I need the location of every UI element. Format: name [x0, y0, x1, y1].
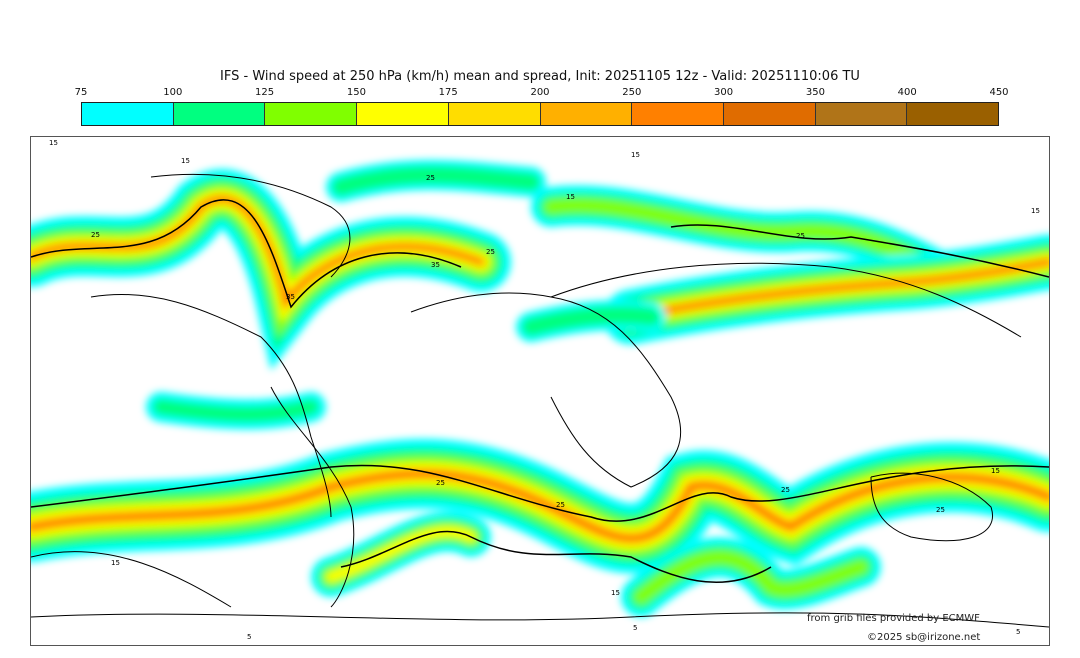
contour-label: 15 — [566, 193, 575, 201]
chart-title: IFS - Wind speed at 250 hPa (km/h) mean … — [220, 69, 860, 84]
colorbar-tick: 125 — [255, 87, 275, 98]
contour-labels: 15 15 15 25 15 25 25 35 35 25 15 15 25 25 25 25 15 15 5 5 5 — [49, 139, 1040, 641]
wind-speed-map: 15 15 15 25 15 25 25 35 35 25 15 15 25 25 25 25 15 15 5 5 5 … — [30, 136, 1050, 646]
colorbar-tick: 100 — [163, 87, 183, 98]
contour-label: 25 — [426, 174, 435, 182]
jet-band — [153, 399, 319, 423]
jet-band — [332, 166, 540, 196]
colorbar-tick: 150 — [346, 87, 366, 98]
jet-band — [522, 306, 660, 336]
contour-label: 15 — [111, 559, 120, 567]
colorbar-tick: 450 — [989, 87, 1009, 98]
contour-label: 25 — [796, 232, 805, 240]
colorbar-tick: 350 — [805, 87, 825, 98]
jet-band — [627, 258, 1049, 321]
data-source-credit: from grib files provided by ECMWF — [807, 613, 980, 624]
contour-label: 25 — [936, 506, 945, 514]
contour-label: 5 — [633, 624, 637, 632]
colorbar-tick: 200 — [530, 87, 550, 98]
colorbar-tick: 400 — [897, 87, 917, 98]
mean-isotachs — [31, 199, 1049, 584]
contour-label: 25 — [91, 231, 100, 239]
contour-label: 15 — [991, 467, 1000, 475]
colorbar-tick: 175 — [438, 87, 458, 98]
colorbar-swatch — [815, 103, 908, 125]
colorbar-tick-labels: 75 100 125 150 175 200 250 300 350 400 4… — [75, 87, 1009, 99]
colorbar-swatch — [448, 103, 541, 125]
contour-label: 15 — [611, 589, 620, 597]
colorbar-swatch — [357, 103, 449, 125]
colorbar — [81, 102, 999, 126]
contour-label: 25 — [781, 486, 790, 494]
colorbar-swatch — [723, 103, 816, 125]
jet-band — [634, 550, 868, 604]
colorbar-tick: 250 — [622, 87, 642, 98]
contour-label: 25 — [486, 248, 495, 256]
colorbar-swatch — [632, 103, 724, 125]
contour-label: 5 — [1016, 628, 1020, 636]
contour-label: 15 — [181, 157, 190, 165]
colorbar-tick: 75 — [74, 87, 88, 98]
colorbar-swatch — [907, 103, 999, 125]
contour-label: 25 — [436, 479, 445, 487]
coastlines — [31, 173, 1049, 628]
contour-label: 5 — [247, 633, 251, 641]
colorbar-tick: 300 — [714, 87, 734, 98]
contour-label: 25 — [556, 501, 565, 509]
contour-label: 15 — [631, 151, 640, 159]
colorbar-swatch — [265, 103, 358, 125]
colorbar-swatch — [173, 103, 266, 125]
copyright-credit: ©2025 sb@irizone.net — [867, 632, 981, 643]
contour-label: 15 — [49, 139, 58, 147]
contour-label: 35 — [286, 293, 295, 301]
contour-label: 15 — [1031, 207, 1040, 215]
jet-stream-layer — [31, 160, 1049, 617]
map-canvas: 15 15 15 25 15 25 25 35 35 25 15 15 25 25 25 25 15 15 5 5 5 — [31, 139, 1049, 641]
jet-band — [31, 468, 1049, 544]
contour-label: 35 — [431, 261, 440, 269]
colorbar-swatch — [540, 103, 633, 125]
jet-band — [544, 198, 938, 274]
colorbar-swatch — [82, 103, 174, 125]
